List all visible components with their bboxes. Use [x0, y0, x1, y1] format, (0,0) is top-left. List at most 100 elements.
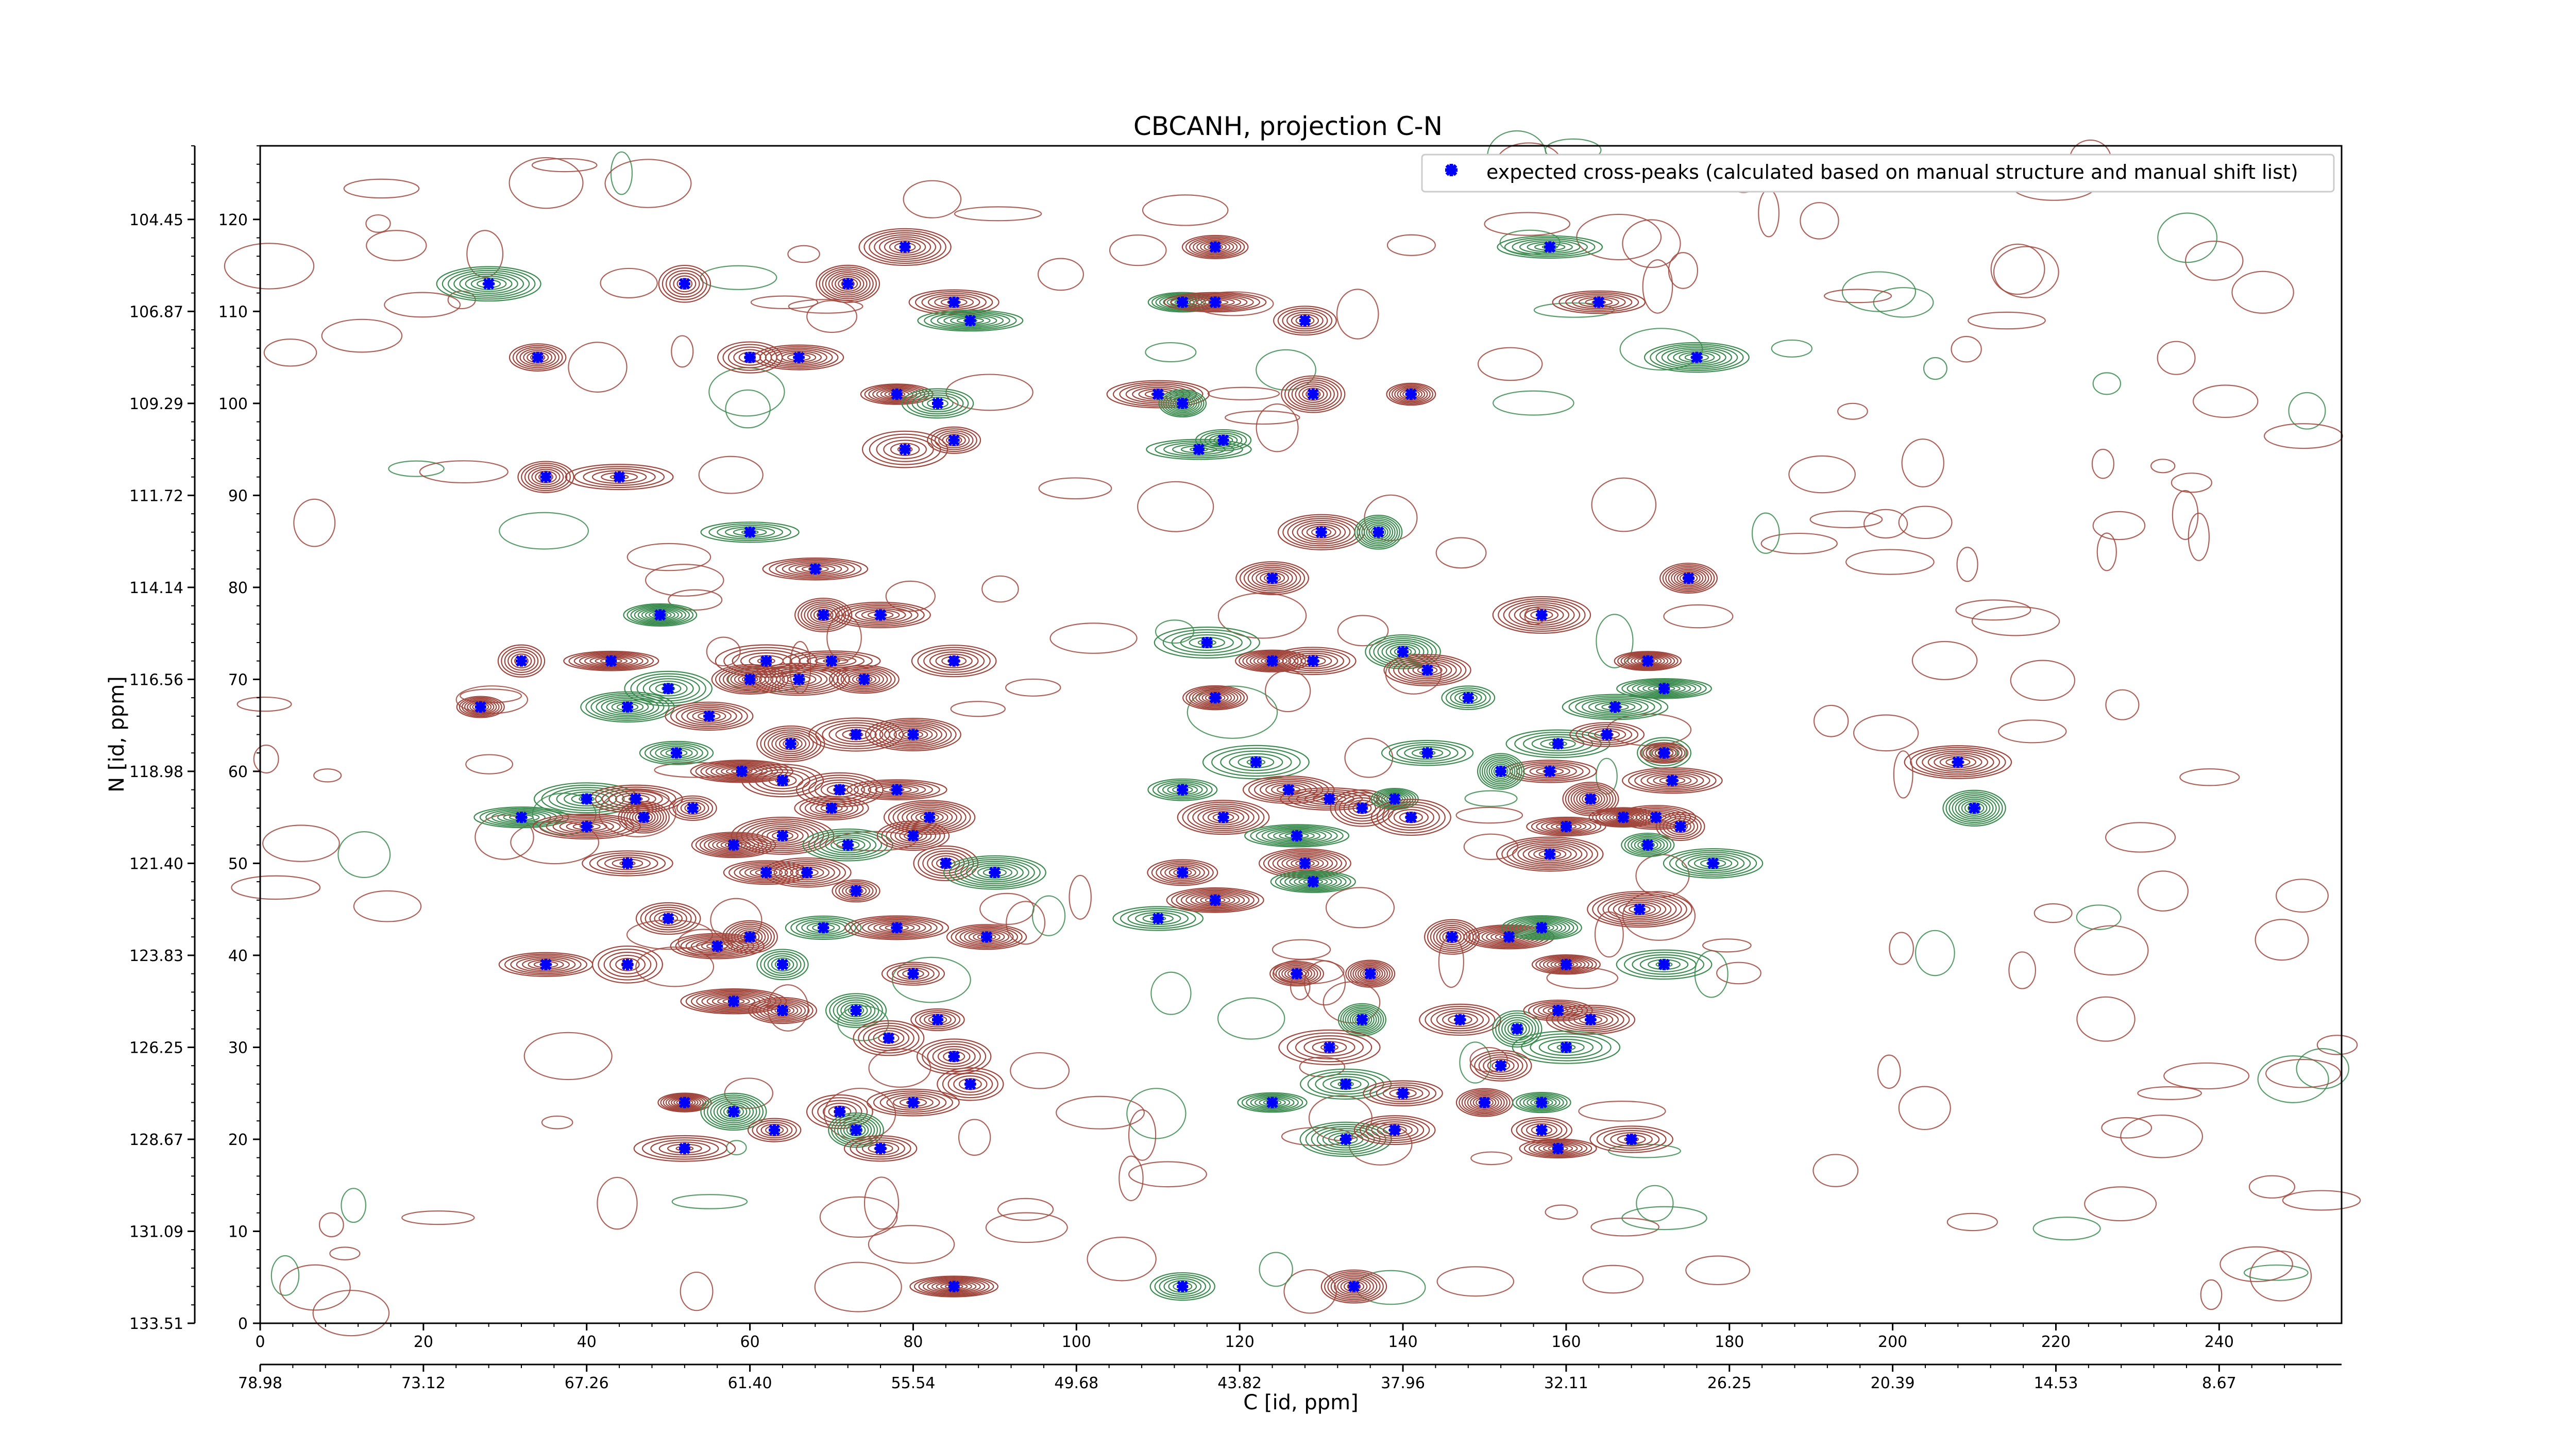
contour-ring: [1327, 1272, 1381, 1301]
contour-ring: [759, 1001, 806, 1020]
cross-peak-marker: [874, 609, 887, 621]
contour-ring: [1459, 1089, 1511, 1116]
cross-peak-marker: [1683, 572, 1694, 584]
contour-ring: [1568, 1012, 1614, 1027]
contour-ring: [552, 818, 621, 835]
cross-peak-marker: [834, 1106, 845, 1118]
contour-ring: [806, 1094, 873, 1130]
contour-ring: [914, 291, 993, 314]
contour-ring: [932, 1046, 976, 1067]
contour-ring: [826, 614, 862, 661]
contour-ring: [341, 1188, 367, 1223]
contour-ring: [1359, 1117, 1430, 1143]
x-index-tick-label: 240: [2205, 1333, 2234, 1351]
contour-ring: [501, 646, 542, 676]
contour-ring: [1393, 809, 1429, 826]
contour-ring: [751, 824, 814, 848]
contour-ring: [1250, 1096, 1295, 1109]
contour-ring: [1589, 1125, 1673, 1153]
contour-ring: [1287, 379, 1338, 409]
cross-peak-marker: [663, 683, 674, 695]
cross-peak-marker: [964, 315, 976, 327]
contour-ring: [1512, 238, 1588, 256]
contour-ring: [649, 680, 688, 697]
contour-ring: [2171, 473, 2213, 493]
cross-peak-marker: [1217, 812, 1229, 823]
contour-ring: [934, 430, 974, 450]
contour-ring: [873, 1090, 954, 1115]
contour-ring: [1673, 350, 1721, 365]
x-ppm-tick-label: 61.40: [728, 1374, 772, 1392]
x-ppm-tick-label: 67.26: [565, 1374, 609, 1392]
cross-peak-marker: [834, 784, 845, 796]
contour-ring: [1279, 872, 1347, 891]
contour-ring: [748, 766, 817, 795]
contour-ring: [2120, 1115, 2204, 1158]
contour-ring: [1145, 342, 1197, 363]
contour-ring: [767, 1004, 799, 1017]
contour-ring: [442, 268, 536, 300]
contour-ring: [1112, 381, 1204, 407]
contour-ring: [665, 1095, 704, 1110]
contour-ring: [1031, 895, 1066, 936]
contour-ring: [1267, 829, 1327, 843]
cross-peak-marker: [842, 278, 854, 290]
contour-ring: [2076, 904, 2122, 930]
contour-ring: [1528, 847, 1572, 862]
contour-ring: [911, 645, 997, 678]
contour-ring: [1519, 606, 1564, 624]
contour-ring: [343, 178, 420, 199]
contour-ring: [918, 1277, 990, 1295]
contour-ring: [1551, 1006, 1630, 1033]
contour-ring: [630, 673, 706, 704]
cross-peak-marker: [1511, 1023, 1523, 1035]
contour-ring: [459, 274, 518, 294]
contour-ring: [1371, 1121, 1419, 1139]
contour-ring: [890, 443, 920, 456]
cross-peak-marker: [1152, 388, 1164, 400]
contour-ring: [1522, 764, 1577, 779]
contour-ring: [637, 608, 683, 622]
contour-ring: [1911, 641, 1978, 680]
contour-ring: [532, 814, 641, 840]
contour-ring: [2231, 271, 2294, 314]
contour-ring: [1955, 599, 2031, 621]
contour-ring: [879, 722, 947, 747]
contour-ring: [329, 1246, 361, 1260]
contour-ring: [1616, 805, 1696, 830]
contour-ring: [1162, 629, 1251, 656]
cross-peak-marker: [850, 729, 862, 740]
contour-ring: [886, 1094, 940, 1111]
contour-ring: [1156, 862, 1210, 883]
x-index-tick-label: 160: [1551, 1333, 1581, 1351]
contour-ring: [879, 236, 931, 258]
contour-ring: [1568, 695, 1662, 719]
contour-ring: [1323, 1076, 1369, 1092]
contour-ring: [855, 608, 906, 622]
contour-ring: [669, 273, 700, 295]
contour-ring: [1325, 887, 1395, 929]
cross-peak-marker: [850, 1124, 862, 1136]
contour-ring: [1162, 783, 1203, 797]
contour-ring: [509, 343, 567, 372]
contour-ring: [765, 668, 834, 691]
cross-peak-marker: [825, 802, 838, 814]
contour-ring: [1509, 917, 1574, 938]
contour-ring: [779, 863, 835, 883]
contour-ring: [840, 669, 888, 689]
cross-peak-marker: [850, 885, 862, 897]
contour-ring: [1675, 852, 1751, 875]
contour-ring: [388, 460, 445, 477]
contour-ring: [1558, 292, 1639, 313]
contour-ring: [1533, 1142, 1583, 1155]
cross-peak-marker: [907, 729, 919, 740]
contour-ring: [556, 789, 617, 809]
contour-ring: [1152, 780, 1213, 800]
contour-ring: [626, 806, 662, 829]
contour-ring: [794, 597, 853, 632]
contour-ring: [1160, 864, 1205, 881]
contour-ring: [1673, 570, 1704, 586]
contour-ring: [1915, 930, 1955, 976]
contour-ring: [1450, 689, 1487, 706]
cross-peak-marker: [605, 655, 617, 667]
